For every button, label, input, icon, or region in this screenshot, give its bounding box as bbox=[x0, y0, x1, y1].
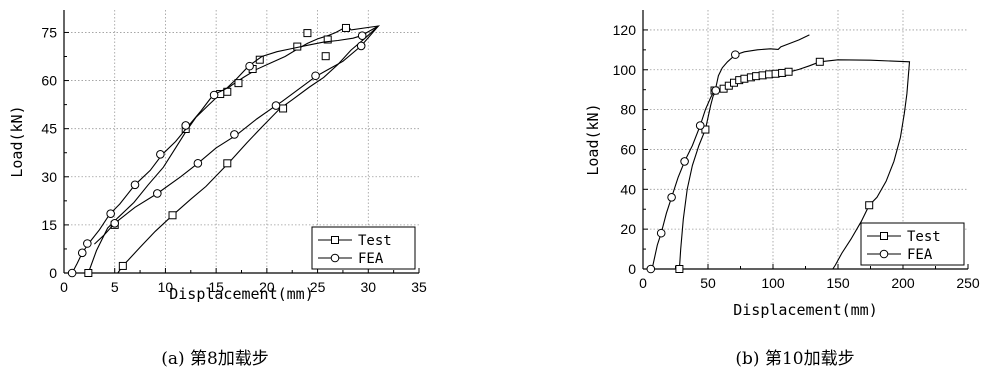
y-tick-label: 30 bbox=[41, 169, 57, 185]
data-point-test bbox=[84, 269, 93, 277]
data-point-test bbox=[118, 261, 127, 270]
x-tick-label: 150 bbox=[826, 275, 850, 291]
data-point-fea bbox=[695, 121, 705, 130]
data-point-test bbox=[765, 70, 774, 79]
chart-b: 0 50 100 150 200 250 0 20 40 60 80 100 120 Displaceme… bbox=[584, 10, 980, 369]
data-point-fea bbox=[356, 41, 366, 51]
x-tick-label: 25 bbox=[310, 279, 326, 295]
data-point-test bbox=[778, 68, 787, 77]
figure-caption: (a) 第8加载步 bbox=[161, 349, 269, 369]
data-point-test bbox=[303, 29, 312, 38]
data-point-fea bbox=[245, 61, 254, 71]
x-tick-label: 10 bbox=[158, 279, 174, 295]
legend-label-test: Test bbox=[358, 233, 392, 249]
data-point-fea bbox=[209, 90, 219, 100]
data-point-fea bbox=[67, 268, 77, 278]
data-point-test bbox=[279, 104, 288, 113]
y-tick-label: 60 bbox=[41, 73, 57, 89]
y-tick-label: 0 bbox=[628, 261, 636, 277]
data-point-fea bbox=[156, 150, 165, 159]
legend-label-fea: FEA bbox=[358, 251, 384, 267]
data-point-test bbox=[223, 159, 232, 168]
data-point-fea bbox=[656, 228, 666, 238]
data-point-test bbox=[815, 57, 824, 66]
x-tick-label: 35 bbox=[411, 279, 427, 295]
y-axis-label: Load(kN) bbox=[584, 103, 602, 175]
legend-label-fea: FEA bbox=[907, 247, 933, 263]
data-point-test bbox=[758, 71, 767, 80]
x-tick-label: 5 bbox=[111, 279, 119, 295]
y-tick-label: 60 bbox=[620, 141, 636, 157]
legend-box bbox=[860, 222, 965, 266]
y-tick-label: 45 bbox=[41, 121, 57, 137]
x-tick-label: 100 bbox=[761, 275, 785, 291]
y-tick-label: 100 bbox=[613, 62, 637, 78]
data-point-fea bbox=[106, 209, 115, 218]
x-axis-label: Displacement(mm) bbox=[169, 285, 314, 303]
legend-marker-test bbox=[880, 232, 888, 240]
figure-caption: (b) 第10加载步 bbox=[735, 349, 854, 369]
legend-marker-fea bbox=[879, 249, 889, 259]
data-point-fea bbox=[357, 31, 367, 40]
data-point-test bbox=[771, 69, 780, 78]
legend-label-test: Test bbox=[907, 229, 941, 245]
data-point-fea bbox=[271, 101, 281, 110]
data-point-fea bbox=[680, 157, 689, 166]
y-tick-label: 40 bbox=[620, 181, 636, 197]
x-tick-label: 0 bbox=[60, 279, 68, 295]
data-point-test bbox=[234, 79, 243, 88]
data-point-fea bbox=[83, 239, 92, 248]
data-point-test bbox=[701, 125, 710, 134]
legend-marker-fea bbox=[330, 253, 340, 263]
data-point-test bbox=[752, 72, 761, 81]
data-point-fea bbox=[153, 189, 162, 198]
data-point-test bbox=[675, 265, 684, 273]
y-tick-label: 20 bbox=[620, 221, 636, 237]
data-point-fea bbox=[667, 192, 676, 202]
x-tick-label: 20 bbox=[259, 279, 275, 295]
data-point-test bbox=[865, 201, 874, 210]
x-tick-label: 30 bbox=[360, 279, 376, 295]
data-point-fea bbox=[77, 248, 87, 258]
y-axis-label: Load(kN) bbox=[8, 105, 26, 177]
x-tick-label: 250 bbox=[956, 275, 980, 291]
data-point-fea bbox=[646, 264, 656, 274]
data-point-test bbox=[168, 211, 177, 220]
data-point-fea bbox=[311, 71, 320, 81]
data-point-fea bbox=[110, 218, 120, 228]
data-point-fea bbox=[731, 50, 740, 59]
data-point-test bbox=[740, 74, 749, 83]
data-point-test bbox=[255, 55, 264, 64]
legend-box bbox=[311, 226, 416, 270]
data-point-test bbox=[323, 35, 332, 44]
x-tick-label: 15 bbox=[208, 279, 224, 295]
y-tick-label: 75 bbox=[41, 24, 57, 40]
data-point-fea bbox=[181, 121, 191, 130]
legend-marker-test bbox=[331, 236, 339, 244]
data-point-fea bbox=[230, 130, 239, 139]
x-tick-label: 200 bbox=[891, 275, 915, 291]
data-point-test bbox=[341, 23, 350, 32]
data-point-test bbox=[784, 67, 793, 76]
data-point-fea bbox=[130, 180, 140, 190]
y-tick-label: 0 bbox=[49, 265, 57, 281]
data-point-test bbox=[321, 52, 330, 61]
y-tick-label: 80 bbox=[620, 102, 636, 118]
chart-a: 0 5 10 15 20 25 30 35 0 15 30 45 60 75 Displacement(mm… bbox=[8, 10, 427, 369]
x-tick-label: 0 bbox=[639, 275, 647, 291]
data-point-fea bbox=[193, 159, 203, 168]
data-point-fea bbox=[711, 86, 721, 95]
y-tick-label: 120 bbox=[613, 22, 637, 38]
y-tick-label: 15 bbox=[41, 217, 57, 233]
x-tick-label: 50 bbox=[700, 275, 716, 291]
x-axis-label: Displacement(mm) bbox=[733, 301, 878, 319]
